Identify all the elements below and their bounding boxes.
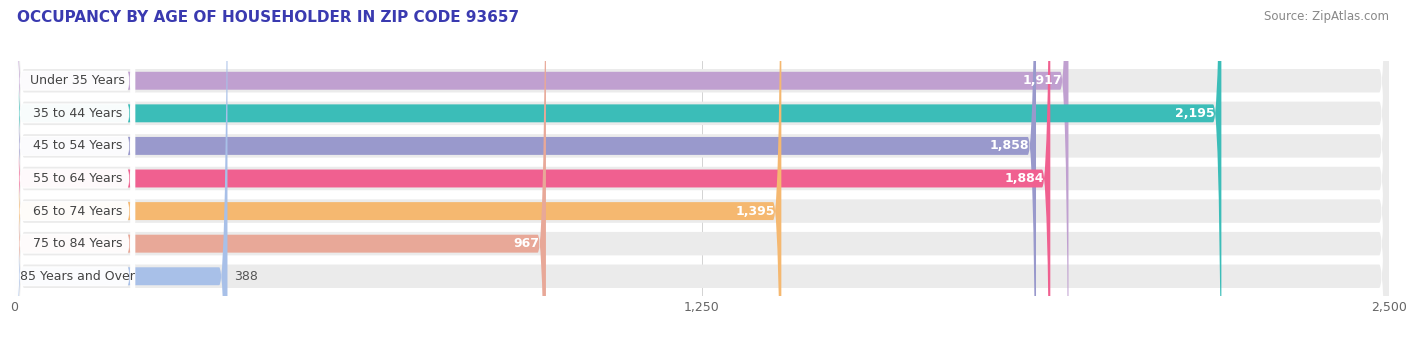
FancyBboxPatch shape [14,0,546,340]
Text: 85 Years and Over: 85 Years and Over [20,270,135,283]
FancyBboxPatch shape [14,0,1389,340]
Text: 388: 388 [233,270,257,283]
FancyBboxPatch shape [14,0,1389,340]
FancyBboxPatch shape [14,0,1389,340]
FancyBboxPatch shape [14,0,1050,340]
FancyBboxPatch shape [14,0,135,340]
Text: 2,195: 2,195 [1175,107,1215,120]
FancyBboxPatch shape [14,0,135,340]
FancyBboxPatch shape [14,0,135,340]
FancyBboxPatch shape [14,0,1389,340]
Text: 1,917: 1,917 [1022,74,1062,87]
Text: Source: ZipAtlas.com: Source: ZipAtlas.com [1264,10,1389,23]
FancyBboxPatch shape [14,0,1389,340]
Text: 75 to 84 Years: 75 to 84 Years [32,237,122,250]
Text: 45 to 54 Years: 45 to 54 Years [32,139,122,152]
Text: 1,884: 1,884 [1004,172,1043,185]
Text: 55 to 64 Years: 55 to 64 Years [32,172,122,185]
FancyBboxPatch shape [14,0,1389,340]
Text: OCCUPANCY BY AGE OF HOUSEHOLDER IN ZIP CODE 93657: OCCUPANCY BY AGE OF HOUSEHOLDER IN ZIP C… [17,10,519,25]
Text: 65 to 74 Years: 65 to 74 Years [32,205,122,218]
Text: 1,858: 1,858 [990,139,1029,152]
Text: Under 35 Years: Under 35 Years [30,74,125,87]
FancyBboxPatch shape [14,0,1036,340]
FancyBboxPatch shape [14,0,1069,340]
FancyBboxPatch shape [14,0,228,340]
FancyBboxPatch shape [14,0,135,340]
Text: 967: 967 [513,237,540,250]
FancyBboxPatch shape [14,0,1222,340]
FancyBboxPatch shape [14,0,782,340]
FancyBboxPatch shape [14,0,135,340]
FancyBboxPatch shape [14,0,135,340]
Text: 35 to 44 Years: 35 to 44 Years [32,107,122,120]
FancyBboxPatch shape [14,0,1389,340]
FancyBboxPatch shape [14,0,135,340]
Text: 1,395: 1,395 [735,205,775,218]
